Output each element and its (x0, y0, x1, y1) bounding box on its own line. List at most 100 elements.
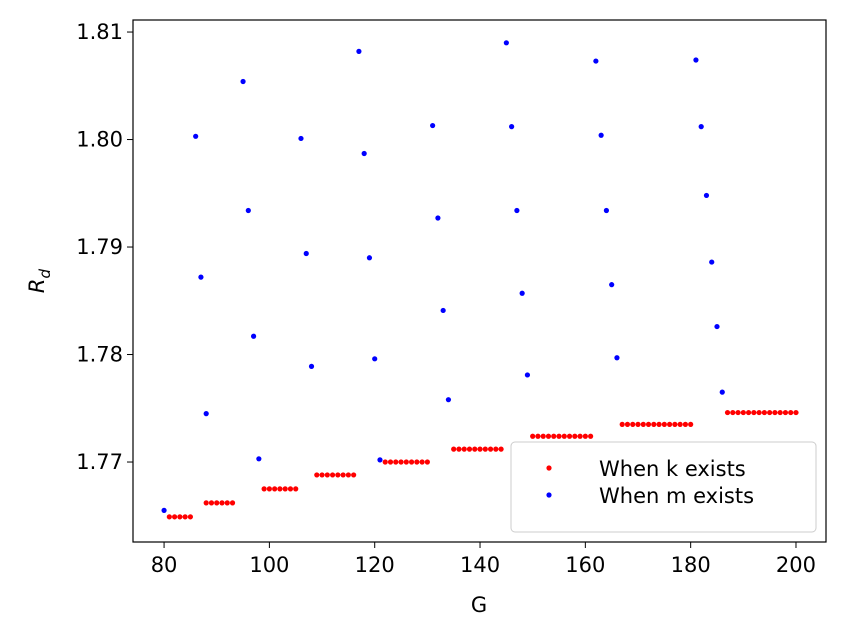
point (514, 207, 520, 214)
point (308, 363, 315, 369)
x-tick-label: 200 (776, 553, 816, 577)
point (545, 433, 552, 439)
point (624, 421, 631, 427)
point (677, 421, 683, 427)
point (208, 500, 215, 506)
point (445, 397, 452, 403)
point (487, 446, 494, 452)
point (314, 472, 320, 478)
point (177, 514, 183, 520)
point (540, 433, 546, 439)
point (693, 57, 699, 63)
point (398, 459, 404, 465)
point (703, 192, 710, 199)
point (303, 250, 309, 257)
point (451, 446, 457, 452)
point (229, 500, 236, 506)
y-tick-label: 1.78 (76, 343, 123, 367)
point (414, 459, 420, 465)
point (345, 472, 351, 478)
point (724, 409, 731, 416)
point (340, 472, 346, 478)
x-tick-label: 160 (565, 553, 605, 577)
point (714, 323, 720, 330)
point (603, 207, 610, 214)
point (777, 409, 783, 416)
point (630, 421, 636, 427)
point (456, 446, 462, 452)
point (530, 433, 536, 439)
point (182, 514, 188, 520)
point (661, 421, 667, 427)
point (193, 133, 199, 139)
point (335, 472, 341, 478)
point (461, 446, 467, 452)
point (503, 40, 509, 46)
point (772, 409, 778, 416)
point (266, 486, 272, 492)
point (277, 486, 283, 492)
point (745, 409, 752, 416)
point (577, 433, 583, 439)
point (187, 514, 193, 520)
point (250, 333, 257, 339)
point (793, 409, 799, 416)
point (509, 124, 515, 130)
point (430, 122, 436, 129)
point (240, 78, 246, 85)
legend-box (510, 441, 817, 533)
point (656, 421, 662, 427)
point (387, 459, 394, 465)
point (651, 421, 657, 427)
point (472, 446, 478, 452)
point (329, 472, 336, 478)
point (556, 433, 562, 439)
point (361, 150, 367, 157)
point (440, 307, 446, 314)
point (224, 500, 230, 506)
point (614, 355, 620, 361)
point (688, 421, 694, 427)
point (377, 457, 383, 463)
y-tick-label: 1.77 (76, 450, 123, 474)
plot-frame (132, 19, 827, 543)
point (214, 500, 220, 506)
point (551, 433, 557, 439)
point (493, 446, 499, 452)
point (261, 486, 267, 492)
point (672, 421, 678, 427)
point (698, 124, 704, 130)
legend-label: When m exists (599, 484, 754, 508)
point (219, 500, 225, 506)
point (477, 446, 483, 452)
y-axis-label-main: R (25, 278, 49, 293)
y-tick-label: 1.80 (76, 128, 123, 152)
y-tick-label: 1.79 (76, 235, 123, 259)
point (598, 132, 604, 138)
point (293, 486, 299, 492)
point (524, 372, 531, 378)
point (482, 446, 488, 452)
point (319, 472, 325, 478)
point (582, 433, 588, 439)
x-tick-label: 80 (151, 553, 178, 577)
point (645, 421, 652, 427)
x-tick-label: 180 (671, 553, 711, 577)
point (640, 421, 646, 427)
point (635, 421, 641, 427)
x-tick-label: 140 (460, 553, 500, 577)
point (593, 58, 599, 64)
point (767, 409, 773, 416)
x-axis-label: G (471, 593, 487, 617)
point (667, 421, 673, 427)
y-axis-label: Rd (25, 268, 54, 293)
point (519, 290, 525, 296)
point (287, 486, 294, 492)
point (682, 421, 688, 427)
point (751, 409, 757, 416)
point (709, 259, 715, 265)
point (172, 514, 178, 520)
point (198, 274, 204, 280)
point (298, 135, 304, 142)
